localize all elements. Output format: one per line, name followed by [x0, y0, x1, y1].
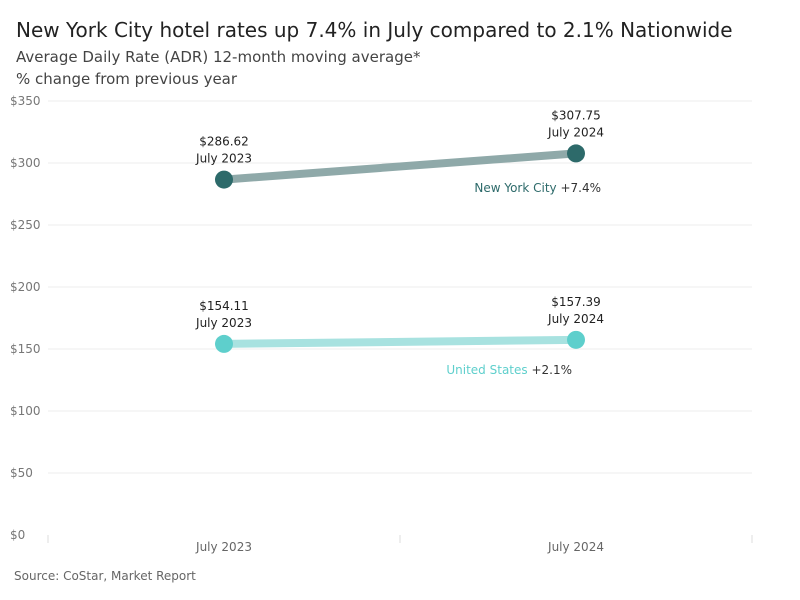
data-point	[567, 144, 585, 163]
y-tick-label: $300	[10, 156, 41, 170]
series-line	[220, 149, 580, 184]
y-tick-label: $150	[10, 342, 41, 356]
data-point	[215, 170, 233, 189]
data-value-label: $154.11	[199, 299, 249, 313]
series-change: +7.4%	[560, 181, 601, 195]
chart-title: New York City hotel rates up 7.4% in Jul…	[16, 18, 733, 42]
data-value-label: $307.75	[551, 108, 601, 122]
data-point	[567, 330, 585, 349]
series-line	[220, 335, 580, 348]
data-point	[215, 334, 233, 353]
y-tick-label: $200	[10, 280, 41, 294]
series-name: United States	[446, 363, 531, 377]
series-label: United States +2.1%	[446, 363, 572, 377]
series-label: New York City +7.4%	[474, 181, 601, 195]
series-change: +2.1%	[531, 363, 572, 377]
x-tick-label: July 2023	[195, 540, 252, 554]
data-value-label: $286.62	[199, 135, 249, 149]
source-note: Source: CoStar, Market Report	[14, 569, 196, 583]
chart-subtitle-secondary: % change from previous year	[16, 70, 238, 88]
data-value-label: $157.39	[551, 295, 601, 309]
y-tick-label: $350	[10, 94, 41, 108]
y-tick-label: $250	[10, 218, 41, 232]
data-point-label: July 2024	[547, 312, 604, 326]
y-tick-label: $0	[10, 528, 25, 542]
data-point-label: July 2023	[195, 152, 252, 166]
chart-subtitle: Average Daily Rate (ADR) 12-month moving…	[16, 48, 421, 66]
y-tick-label: $50	[10, 466, 33, 480]
x-tick-label: July 2024	[547, 540, 604, 554]
series-name: New York City	[474, 181, 560, 195]
data-point-label: July 2023	[195, 316, 252, 330]
y-tick-label: $100	[10, 404, 41, 418]
data-point-label: July 2024	[547, 125, 604, 139]
